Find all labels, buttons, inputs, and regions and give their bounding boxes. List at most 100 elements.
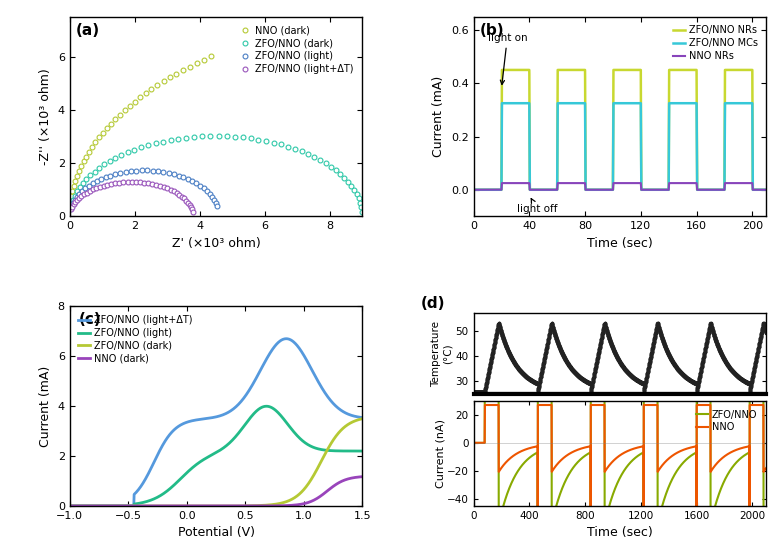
ZFO/NNO (light+ΔT) [123,178,132,185]
ZFO/NNO NRs [583,186,592,193]
ZFO/NNO MCs [583,186,592,193]
ZFO/NNO (light+ΔT) [72,197,81,203]
ZFO/NNO (light) [105,172,115,179]
ZFO/NNO (dark) [252,502,261,509]
NNO NRs [594,186,604,193]
NNO NRs [733,180,742,186]
ZFO/NNO (dark) [287,496,296,503]
Y-axis label: Current (mA): Current (mA) [39,365,52,446]
ZFO/NNO (light+ΔT) [88,186,98,193]
ZFO/NNO (light+ΔT) [188,208,197,215]
ZFO/NNO MCs [694,186,704,193]
Line: ZFO/NNO NRs: ZFO/NNO NRs [474,70,766,190]
ZFO/NNO (light+ΔT) [99,182,108,189]
ZFO/NNO (light+ΔT) [107,181,116,187]
ZFO/NNO (light+ΔT) [243,390,252,396]
ZFO/NNO (light) [192,180,201,187]
NNO (dark) [152,82,162,88]
ZFO/NNO (light+ΔT) [77,193,86,200]
NNO (dark) [81,153,91,160]
ZFO/NNO (light) [101,174,110,181]
ZFO/NNO (light) [84,182,94,189]
ZFO/NNO (light) [65,503,74,509]
ZFO/NNO (light) [183,176,193,182]
ZFO/NNO (light+ΔT) [115,180,124,186]
Text: (b): (b) [479,23,504,38]
ZFO/NNO (light+ΔT) [183,199,193,206]
NNO (dark) [147,86,156,92]
NNO (dark) [252,503,261,509]
NNO (dark) [178,67,187,73]
ZFO/NNO (dark) [94,165,104,171]
Y-axis label: -Z'' (×10³ ohm): -Z'' (×10³ ohm) [39,68,52,165]
ZFO/NNO (light) [179,174,188,181]
ZFO/NNO (light) [68,200,77,206]
Text: ZFO/NNO: ZFO/NNO [576,404,625,414]
X-axis label: Z' (×10³ ohm): Z' (×10³ ohm) [172,237,260,250]
ZFO/NNO (light+ΔT) [177,193,187,200]
Legend: ZFO/NNO, NNO: ZFO/NNO, NNO [693,406,762,436]
Line: NNO (dark): NNO (dark) [67,54,214,209]
NNO NRs [762,186,771,193]
ZFO/NNO (light) [153,168,163,175]
NNO (dark) [115,111,125,118]
ZFO/NNO NRs [594,186,604,193]
ZFO/NNO (light+ΔT) [119,179,128,186]
NNO (dark) [287,502,296,509]
Line: ZFO/NNO MCs: ZFO/NNO MCs [474,103,766,190]
NNO (dark) [165,74,174,81]
ZFO/NNO (light+ΔT) [103,181,112,188]
ZFO/NNO (light) [199,185,208,192]
ZFO/NNO [700,334,709,340]
NNO (dark) [317,492,327,499]
ZFO/NNO (light) [205,191,214,197]
Text: (a): (a) [76,23,100,38]
ZFO/NNO (light) [74,191,84,197]
ZFO/NNO (light) [287,426,296,433]
NNO [659,460,669,466]
ZFO/NNO (light) [137,167,146,174]
NNO (dark) [94,134,104,141]
ZFO/NNO (light+ΔT) [187,206,197,212]
NNO [580,444,590,451]
ZFO/NNO (light+ΔT) [69,201,78,208]
ZFO/NNO (light) [187,178,197,185]
NNO NRs [583,186,592,193]
ZFO/NNO (light) [196,182,205,189]
NNO NRs [500,180,509,186]
NNO (dark) [125,102,134,109]
ZFO/NNO (light+ΔT) [91,185,101,191]
NNO (dark) [102,125,111,131]
Y-axis label: Current (nA): Current (nA) [436,419,446,488]
ZFO/NNO (dark) [83,503,92,509]
ZFO/NNO (light) [358,448,367,454]
ZFO/NNO (dark) [357,204,366,211]
Text: NNO: NNO [664,404,687,414]
ZFO/NNO (light+ΔT) [282,335,291,342]
ZFO/NNO (light+ΔT) [169,188,178,195]
ZFO/NNO (light) [213,203,222,210]
NNO NRs [497,180,506,186]
Line: NNO (dark): NNO (dark) [70,476,362,506]
ZFO/NNO (light+ΔT) [85,188,94,195]
ZFO/NNO (light) [126,168,135,175]
ZFO/NNO (light+ΔT) [70,199,80,206]
Line: ZFO/NNO (light): ZFO/NNO (light) [70,406,362,506]
X-axis label: Time (sec): Time (sec) [587,237,652,250]
Text: (c): (c) [78,312,101,327]
ZFO/NNO (dark) [358,415,367,422]
NNO (dark) [111,116,120,122]
Text: light off: light off [517,198,557,215]
ZFO/NNO NRs [657,186,666,193]
ZFO/NNO (light) [164,170,173,176]
ZFO/NNO (light+ΔT) [82,189,91,196]
ZFO/NNO (light) [207,193,217,200]
NNO [710,463,719,470]
ZFO/NNO (light) [132,167,141,174]
ZFO/NNO MCs [733,100,742,107]
ZFO/NNO NRs [694,186,704,193]
NNO NRs [694,186,704,193]
NNO (dark) [79,158,88,165]
ZFO/NNO (light+ΔT) [163,185,172,192]
ZFO/NNO (light) [159,168,168,175]
